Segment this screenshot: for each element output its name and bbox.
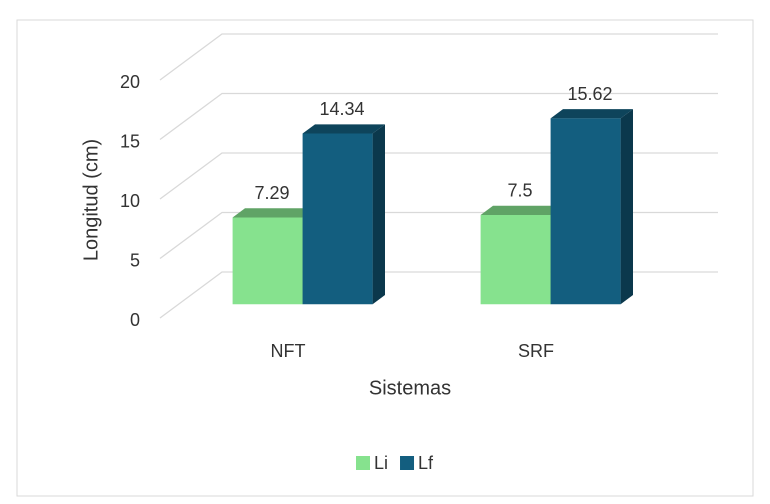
y-axis-title: Longitud (cm)	[80, 139, 102, 261]
bar-top	[232, 208, 315, 218]
bars: 7.29 14.34 7.5 15.62	[232, 84, 633, 305]
data-label: 15.62	[567, 84, 612, 104]
y-tick-label: 15	[120, 131, 140, 151]
bar-front	[232, 217, 303, 305]
x-axis-title: Sistemas	[369, 377, 451, 399]
x-tick-label: SRF	[518, 341, 554, 361]
bar-side	[372, 124, 385, 305]
bar	[302, 124, 385, 305]
bar	[550, 109, 633, 305]
y-tick-label: 5	[130, 250, 140, 270]
bar-top	[302, 124, 385, 134]
legend-swatch	[356, 456, 370, 470]
x-tick-label: NFT	[271, 341, 306, 361]
data-label: 7.5	[507, 181, 532, 201]
bar-front	[550, 118, 621, 305]
bar-front	[480, 214, 551, 305]
y-tick-label: 10	[120, 191, 140, 211]
legend-swatch	[400, 456, 415, 470]
grid-line	[159, 92, 718, 141]
grid-line	[159, 33, 718, 81]
legend-label: Lf	[418, 453, 434, 473]
data-label: 7.29	[254, 183, 289, 203]
bar-front	[302, 133, 373, 305]
legend-label: Li	[374, 453, 388, 473]
data-label: 14.34	[319, 99, 364, 119]
y-tick-label: 0	[130, 310, 140, 330]
y-tick-label: 20	[120, 72, 140, 92]
bar-top	[480, 205, 563, 215]
bar-top	[550, 109, 633, 119]
bar-side	[620, 109, 633, 305]
